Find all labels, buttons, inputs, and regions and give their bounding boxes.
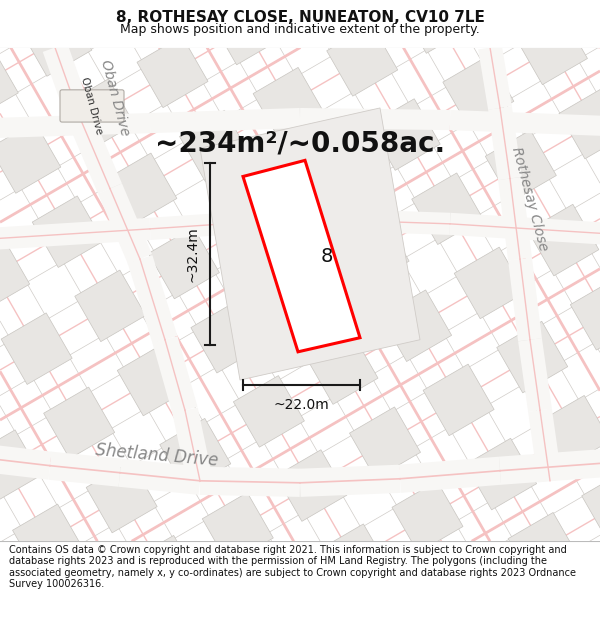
Polygon shape	[299, 208, 451, 235]
Polygon shape	[0, 48, 18, 119]
Polygon shape	[191, 301, 262, 373]
Polygon shape	[443, 56, 514, 128]
Polygon shape	[307, 332, 378, 404]
Polygon shape	[498, 177, 532, 261]
Polygon shape	[0, 122, 61, 193]
Polygon shape	[528, 409, 562, 482]
Text: Oban Drive: Oban Drive	[98, 58, 132, 138]
Polygon shape	[13, 504, 83, 576]
Polygon shape	[179, 110, 251, 182]
Polygon shape	[296, 142, 367, 213]
Polygon shape	[49, 452, 121, 487]
Polygon shape	[399, 457, 501, 493]
Polygon shape	[253, 68, 324, 139]
Polygon shape	[98, 183, 152, 264]
Polygon shape	[44, 387, 115, 459]
Text: ~234m²/~0.058ac.: ~234m²/~0.058ac.	[155, 129, 445, 158]
Polygon shape	[380, 290, 452, 361]
Polygon shape	[43, 43, 92, 122]
Polygon shape	[202, 492, 273, 564]
Polygon shape	[0, 218, 151, 250]
Text: Map shows position and indicative extent of the property.: Map shows position and indicative extent…	[120, 22, 480, 36]
Polygon shape	[449, 213, 600, 245]
Polygon shape	[449, 110, 600, 136]
FancyBboxPatch shape	[60, 90, 124, 122]
Polygon shape	[200, 108, 420, 380]
Polygon shape	[0, 547, 10, 619]
Polygon shape	[499, 449, 600, 485]
Polygon shape	[21, 5, 92, 76]
Polygon shape	[222, 184, 293, 256]
Polygon shape	[434, 555, 506, 625]
Polygon shape	[400, 0, 472, 53]
Polygon shape	[392, 481, 463, 552]
Polygon shape	[319, 524, 389, 596]
Polygon shape	[75, 270, 146, 342]
Polygon shape	[128, 536, 200, 607]
Polygon shape	[454, 247, 525, 319]
Polygon shape	[160, 418, 231, 490]
Polygon shape	[466, 438, 536, 510]
Polygon shape	[32, 196, 103, 268]
Polygon shape	[233, 376, 304, 447]
Text: Contains OS data © Crown copyright and database right 2021. This information is : Contains OS data © Crown copyright and d…	[9, 544, 576, 589]
Polygon shape	[0, 113, 151, 138]
Polygon shape	[559, 88, 600, 159]
Polygon shape	[0, 444, 52, 480]
Polygon shape	[508, 258, 542, 341]
Polygon shape	[137, 36, 208, 108]
Polygon shape	[412, 173, 483, 244]
Polygon shape	[590, 0, 600, 42]
Text: Shetland Drive: Shetland Drive	[95, 441, 220, 470]
Polygon shape	[582, 469, 600, 541]
Polygon shape	[528, 204, 599, 276]
Polygon shape	[152, 336, 197, 414]
Polygon shape	[117, 344, 188, 416]
Polygon shape	[299, 464, 401, 497]
Polygon shape	[0, 430, 41, 501]
Text: Rothesay Close: Rothesay Close	[509, 145, 551, 252]
Polygon shape	[517, 13, 587, 84]
Polygon shape	[518, 338, 552, 412]
Polygon shape	[276, 450, 347, 521]
Text: Oban Drive: Oban Drive	[80, 76, 104, 136]
Polygon shape	[0, 239, 29, 310]
Polygon shape	[508, 512, 579, 584]
Polygon shape	[478, 46, 512, 110]
Polygon shape	[539, 396, 600, 467]
Polygon shape	[1, 313, 72, 384]
Polygon shape	[148, 228, 220, 299]
Polygon shape	[338, 216, 409, 288]
Polygon shape	[485, 130, 556, 202]
Text: 8, ROTHESAY CLOSE, NUNEATON, CV10 7LE: 8, ROTHESAY CLOSE, NUNEATON, CV10 7LE	[116, 11, 484, 26]
Polygon shape	[128, 255, 178, 344]
Text: 8: 8	[320, 247, 332, 266]
Polygon shape	[68, 113, 122, 194]
Polygon shape	[149, 108, 301, 133]
Polygon shape	[349, 407, 421, 479]
Polygon shape	[211, 0, 281, 65]
Polygon shape	[119, 459, 202, 495]
Polygon shape	[265, 259, 335, 330]
Polygon shape	[106, 153, 177, 224]
Polygon shape	[497, 321, 568, 393]
Polygon shape	[243, 161, 360, 352]
Polygon shape	[200, 467, 300, 497]
Polygon shape	[488, 106, 522, 180]
Polygon shape	[423, 364, 494, 436]
Polygon shape	[369, 99, 440, 171]
Polygon shape	[149, 208, 301, 240]
Polygon shape	[300, 108, 450, 130]
Text: ~22.0m: ~22.0m	[274, 398, 329, 412]
Polygon shape	[94, 0, 166, 34]
Polygon shape	[327, 24, 398, 96]
Text: ~32.4m: ~32.4m	[185, 226, 199, 282]
Polygon shape	[571, 279, 600, 350]
Polygon shape	[64, 79, 134, 151]
Polygon shape	[86, 461, 157, 533]
Polygon shape	[172, 408, 213, 484]
